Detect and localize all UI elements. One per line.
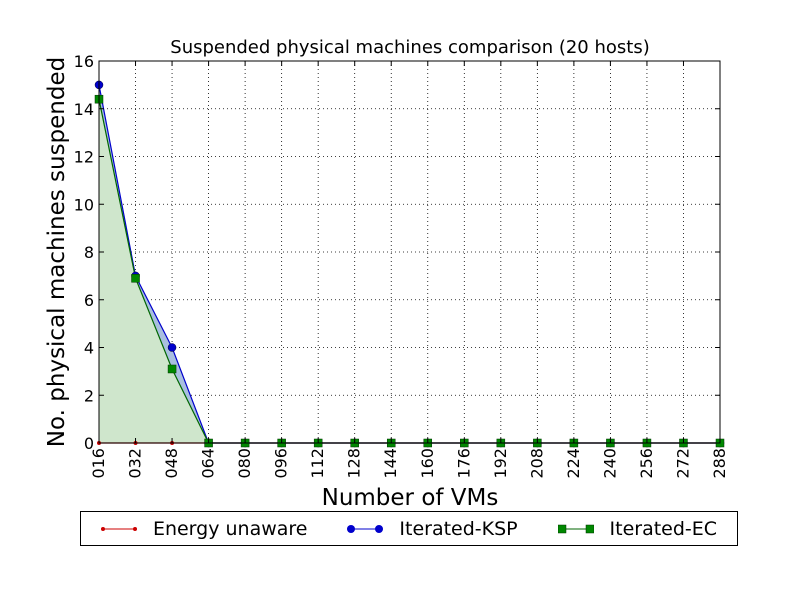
x-tick-label: 016 <box>89 448 108 479</box>
x-tick-label: 032 <box>126 448 145 479</box>
y-tick-label: 16 <box>74 52 94 71</box>
y-tick-label: 2 <box>84 386 94 405</box>
x-tick-label: 144 <box>381 448 400 479</box>
x-axis-label: Number of VMs <box>322 485 499 511</box>
x-tick-label: 224 <box>564 448 583 479</box>
x-tick-label: 064 <box>199 448 218 479</box>
series-line-iterated-ksp <box>98 84 720 444</box>
legend-item-energy-unaware: Energy unaware <box>100 517 308 540</box>
legend-swatch-iterated-ec <box>557 524 594 533</box>
point-iterated-ec <box>131 274 140 283</box>
y-tick-label: 10 <box>74 195 94 214</box>
y-tick-label: 0 <box>84 434 94 453</box>
legend-item-iterated-ec: Iterated-EC <box>557 517 718 540</box>
series-fills <box>99 84 720 443</box>
chart-title: Suspended physical machines comparison (… <box>170 37 649 58</box>
legend-label-iterated-ksp: Iterated-KSP <box>399 517 518 540</box>
y-axis-label: No. physical machines suspended <box>44 57 70 447</box>
point-iterated-ksp <box>167 343 177 352</box>
y-tick-label: 14 <box>74 100 94 119</box>
legend-swatch-iterated-ksp <box>347 524 384 533</box>
x-tick-label: 128 <box>345 448 364 479</box>
series-lines <box>98 84 720 444</box>
series-line-iterated-ec <box>98 99 720 444</box>
legend-swatch-energy-unaware <box>100 526 137 531</box>
y-tick-label: 4 <box>84 339 94 358</box>
y-tick-labels: 0 2 4 6 8 10 12 14 16 <box>74 52 94 453</box>
legend-label-energy-unaware: Energy unaware <box>152 517 308 540</box>
x-tick-label: 176 <box>454 448 473 479</box>
plot-frame <box>98 60 721 444</box>
x-tick-label: 256 <box>637 448 656 479</box>
x-tick-label: 096 <box>272 448 291 479</box>
x-tick-label: 048 <box>162 448 181 479</box>
x-tick-labels: 016 032 048 064 080 096 112 128 144 160 176 192 208 2… <box>89 448 729 479</box>
y-tick-label: 6 <box>84 291 94 310</box>
x-tick-label: 192 <box>491 448 510 479</box>
fill-iterated-ec <box>99 99 720 443</box>
x-tick-label: 112 <box>308 448 327 479</box>
x-tick-label: 240 <box>600 448 619 479</box>
ticks <box>98 60 721 444</box>
x-tick-label: 160 <box>418 448 437 479</box>
x-tick-label: 288 <box>710 448 729 479</box>
fill-iterated-ksp <box>99 84 720 443</box>
legend: Energy unaware Iterated-KSP Iterated-EC <box>80 511 738 546</box>
x-tick-label: 208 <box>527 448 546 479</box>
legend-item-iterated-ksp: Iterated-KSP <box>347 517 518 540</box>
y-tick-label: 12 <box>74 148 94 167</box>
y-tick-label: 8 <box>84 243 94 262</box>
x-tick-label: 080 <box>235 448 254 479</box>
point-iterated-ec <box>167 364 177 374</box>
x-tick-label: 272 <box>673 448 692 479</box>
grid <box>99 61 720 443</box>
legend-label-iterated-ec: Iterated-EC <box>609 517 718 540</box>
